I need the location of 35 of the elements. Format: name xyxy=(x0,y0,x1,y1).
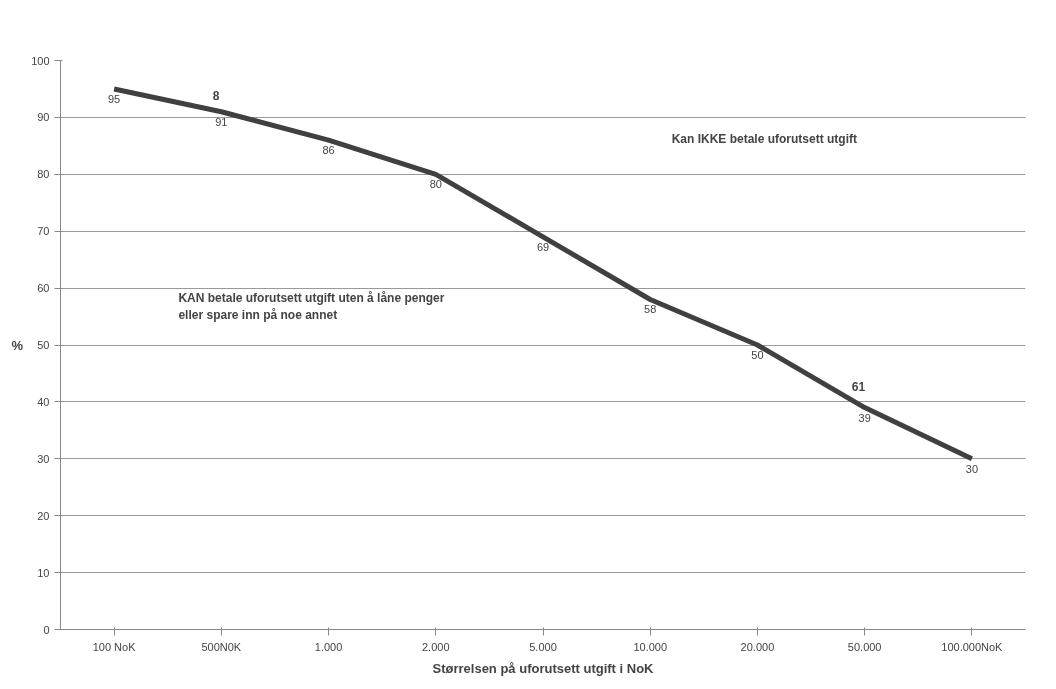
annotation: KAN betale uforutsett utgift uten å låne penger eller spare inn på noe annet xyxy=(178,291,445,323)
x-tick-label: 5.000 xyxy=(529,640,557,653)
y-tick-label: 60 xyxy=(37,282,50,295)
y-tick-label: 10 xyxy=(37,566,50,579)
y-tick-label: 50 xyxy=(37,339,50,351)
x-tick-label: 100 NoK xyxy=(92,640,137,653)
x-tick-label: 10.000 xyxy=(633,640,668,653)
data-label: 95 xyxy=(107,92,121,105)
y-tick-label: 40 xyxy=(37,395,50,408)
data-label: 39 xyxy=(858,411,871,424)
x-tick-label: 1.000 xyxy=(314,640,343,653)
annotation: 61 xyxy=(851,379,866,394)
y-tick-label: 100 xyxy=(31,54,50,67)
data-label: 80 xyxy=(429,178,442,191)
x-axis-title: Størrelsen på uforutsett utgift i NoK xyxy=(432,660,655,676)
x-tick-label: 50.000 xyxy=(847,640,882,653)
data-label: 86 xyxy=(322,144,335,157)
annotation: Kan IKKE betale uforutsett utgift xyxy=(671,131,858,146)
y-tick-label: 20 xyxy=(37,509,50,522)
x-tick-label: 20.000 xyxy=(740,640,775,653)
y-tick-label: 90 xyxy=(37,111,50,124)
data-label: 30 xyxy=(965,462,979,475)
y-tick-label: 0 xyxy=(43,623,50,636)
data-label: 91 xyxy=(215,115,228,128)
annotation: 8 xyxy=(212,89,220,104)
x-tick-label: 2.000 xyxy=(422,640,450,653)
y-tick-label: 70 xyxy=(37,225,50,238)
x-tick-label: 100.000NoK xyxy=(941,640,1004,653)
y-axis-title: % xyxy=(11,337,24,353)
y-tick-label: 30 xyxy=(37,452,50,465)
x-tick-label: 500N0K xyxy=(201,640,242,653)
data-label: 50 xyxy=(751,349,764,361)
data-label: 58 xyxy=(644,303,657,316)
data-label: 69 xyxy=(536,240,550,253)
y-tick-label: 80 xyxy=(37,168,50,181)
